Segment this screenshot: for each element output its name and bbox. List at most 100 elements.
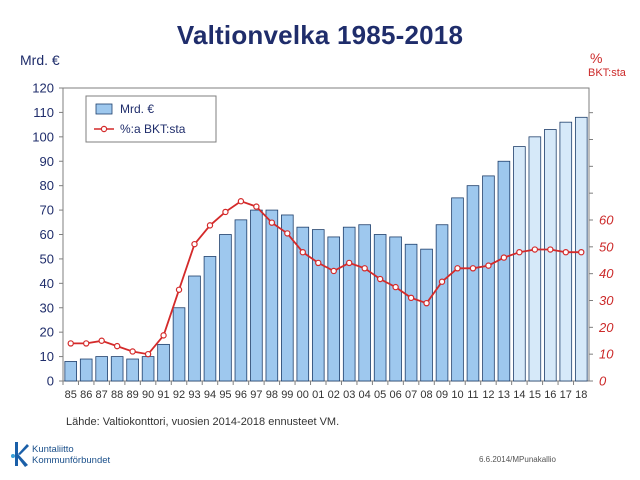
line-point-86 [83, 340, 90, 347]
bar-07 [404, 243, 418, 382]
x-tick-label: 94 [204, 389, 216, 401]
line-series-gdp-share [70, 200, 582, 356]
bar-98 [265, 209, 279, 382]
line-point-99 [284, 230, 291, 237]
bar-99 [281, 214, 294, 382]
y-left-tick-label: 80 [40, 178, 54, 193]
line-point-90 [144, 350, 152, 358]
right-axis-unit: % [590, 50, 603, 66]
x-tick-label: 05 [374, 389, 386, 401]
bar-92 [172, 307, 186, 382]
bar-13 [497, 160, 511, 382]
bar-10 [451, 197, 464, 382]
legend-swatch-marker [100, 125, 108, 133]
right-axis-unit-sub: BKT:sta [588, 67, 626, 79]
line-point-08 [423, 299, 430, 307]
x-tick-label: 06 [389, 389, 401, 401]
bar-85 [64, 361, 78, 382]
line-point-94 [206, 222, 214, 229]
bar-94 [203, 256, 217, 382]
y-left-tick-label: 50 [40, 251, 54, 266]
legend-label-bar: Mrd. € [120, 102, 154, 116]
line-point-04 [361, 265, 368, 272]
logo-mark-icon [11, 442, 29, 467]
line-point-01 [315, 259, 322, 267]
x-tick-label: 00 [297, 389, 309, 401]
bar-06 [389, 236, 402, 382]
line-point-09 [438, 278, 446, 285]
bar-03 [342, 226, 356, 382]
line-point-00 [299, 248, 306, 256]
x-tick-label: 18 [575, 389, 587, 401]
x-tick-label: 07 [405, 389, 417, 401]
y-left-tick-label: 100 [32, 129, 54, 144]
y-left-tick-label: 20 [40, 325, 54, 340]
line-point-16 [547, 246, 554, 253]
x-tick-label: 17 [560, 389, 572, 401]
x-tick-label: 03 [343, 389, 355, 401]
line-point-85 [67, 340, 74, 347]
y-left-tick-label: 60 [40, 227, 54, 242]
x-tick-label: 14 [513, 389, 525, 401]
x-tick-label: 89 [126, 389, 138, 401]
bar-96 [234, 219, 248, 382]
line-point-98 [268, 219, 276, 226]
line-point-03 [346, 259, 353, 267]
source-note: Lähde: Valtiokonttori, vuosien 2014-2018… [66, 416, 340, 428]
line-point-17 [562, 248, 569, 256]
bar-08 [420, 248, 433, 382]
x-tick-label: 95 [219, 389, 231, 401]
line-point-05 [376, 275, 384, 283]
footer-date-author: 6.6.2014/MPunakallio [479, 455, 556, 464]
y-left-tick-label: 0 [47, 374, 54, 389]
x-tick-label: 12 [482, 389, 494, 401]
x-tick-label: 09 [436, 389, 448, 401]
logo-text-line2: Kommunförbundet [32, 455, 111, 466]
bar-12 [482, 175, 495, 382]
left-axis-unit: Mrd. € [20, 52, 60, 68]
x-tick-label: 11 [467, 389, 478, 401]
x-tick-label: 02 [328, 389, 340, 401]
x-tick-label: 16 [544, 389, 556, 401]
bar-87 [95, 356, 108, 382]
bar-15 [528, 136, 542, 382]
y-left-tick-label: 110 [33, 105, 54, 120]
bar-86 [79, 358, 93, 382]
bar-16 [544, 129, 557, 382]
x-tick-label: 98 [266, 389, 278, 401]
bar-11 [466, 185, 480, 382]
y-left-tick-label: 120 [32, 81, 54, 96]
line-point-12 [485, 262, 492, 269]
x-tick-label: 15 [529, 389, 541, 401]
bar-90 [141, 356, 155, 382]
line-point-95 [222, 208, 229, 216]
line-point-93 [191, 240, 198, 248]
y-right-tick-label: 50 [599, 239, 614, 254]
bar-09 [435, 224, 449, 382]
line-point-97 [253, 203, 260, 210]
legend-swatch-bar [95, 103, 113, 115]
bar-14 [513, 146, 526, 382]
line-point-87 [98, 337, 105, 344]
line-point-11 [469, 265, 477, 272]
x-tick-label: 86 [80, 389, 92, 401]
legend-label-line: %:a BKT:sta [120, 122, 186, 136]
bar-93 [188, 275, 201, 382]
line-point-18 [578, 248, 585, 256]
line-point-88 [113, 342, 121, 350]
y-left-tick-label: 70 [40, 203, 54, 218]
y-left-tick-label: 30 [40, 300, 54, 315]
y-left-tick-label: 40 [40, 276, 54, 291]
bar-05 [373, 234, 387, 382]
bar-95 [219, 234, 232, 382]
x-tick-label: 87 [96, 389, 108, 401]
y-right-tick-label: 10 [599, 347, 614, 362]
x-tick-label: 10 [451, 389, 463, 401]
bar-01 [311, 229, 325, 382]
y-left-tick-label: 10 [40, 349, 54, 364]
x-tick-label: 90 [142, 389, 154, 401]
line-point-91 [160, 332, 167, 339]
line-point-06 [392, 283, 399, 291]
line-point-92 [175, 286, 183, 293]
